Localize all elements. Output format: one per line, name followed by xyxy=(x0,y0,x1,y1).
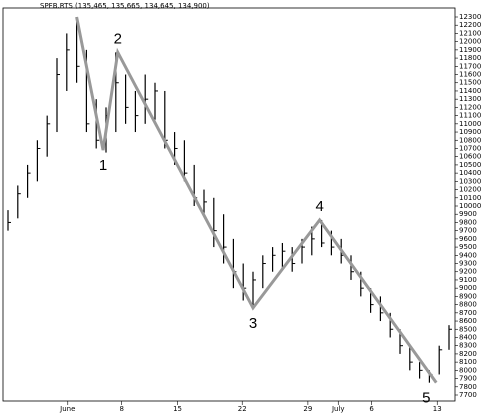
y-tick-label: 11100 xyxy=(459,112,481,120)
y-tick-label: 11700 xyxy=(459,62,481,70)
y-tick-label: 7900 xyxy=(459,375,477,383)
y-tick-label: 9100 xyxy=(459,276,477,284)
y-tick-label: 8600 xyxy=(459,317,477,325)
x-tick-label: 8 xyxy=(119,405,123,413)
y-tick-label: 10900 xyxy=(459,128,481,136)
y-tick-label: 8700 xyxy=(459,309,477,317)
y-tick-label: 11600 xyxy=(459,71,481,79)
y-tick-label: 11800 xyxy=(459,54,481,62)
y-tick-label: 8500 xyxy=(459,325,477,333)
y-tick-label: 10700 xyxy=(459,144,481,152)
wave-label: 2 xyxy=(114,30,122,47)
y-tick-label: 8200 xyxy=(459,350,477,358)
y-tick-label: 8800 xyxy=(459,301,477,309)
x-tick-label: June xyxy=(59,405,75,413)
y-tick-label: 9500 xyxy=(459,243,477,251)
chart-title: SPFB.RTS (135,465, 135,665, 134,645, 134… xyxy=(40,2,210,10)
y-tick-label: 11400 xyxy=(459,87,481,95)
x-tick-label: 29 xyxy=(303,405,312,413)
y-tick-label: 8300 xyxy=(459,342,477,350)
y-tick-label: 12300 xyxy=(459,13,481,21)
y-tick-label: 10500 xyxy=(459,161,481,169)
y-tick-label: 9900 xyxy=(459,210,477,218)
y-tick-label: 9400 xyxy=(459,251,477,259)
y-tick-label: 10300 xyxy=(459,177,481,185)
y-tick-label: 10200 xyxy=(459,186,481,194)
x-tick-label: 22 xyxy=(238,405,247,413)
wave-label: 3 xyxy=(249,315,257,332)
x-tick-label: 15 xyxy=(173,405,182,413)
y-tick-label: 10600 xyxy=(459,153,481,161)
wave-line xyxy=(75,16,438,384)
wave-label: 4 xyxy=(315,198,323,215)
y-tick-label: 8000 xyxy=(459,366,477,374)
y-tick-label: 10800 xyxy=(459,136,481,144)
y-tick-label: 11300 xyxy=(459,95,481,103)
y-tick-label: 10400 xyxy=(459,169,481,177)
wave-label: 1 xyxy=(99,157,107,174)
y-tick-label: 8400 xyxy=(459,333,477,341)
y-tick-label: 8900 xyxy=(459,292,477,300)
y-tick-label: 12000 xyxy=(459,38,481,46)
y-tick-label: 8100 xyxy=(459,358,477,366)
y-tick-label: 11000 xyxy=(459,120,481,128)
x-tick-label: 13 xyxy=(433,405,442,413)
y-tick-label: 9200 xyxy=(459,268,477,276)
y-tick-label: 9300 xyxy=(459,260,477,268)
y-tick-label: 7700 xyxy=(459,391,477,399)
y-tick-label: 9600 xyxy=(459,235,477,243)
y-tick-label: 11200 xyxy=(459,103,481,111)
y-tick-label: 9800 xyxy=(459,218,477,226)
y-tick-label: 10000 xyxy=(459,202,481,210)
y-tick-label: 7800 xyxy=(459,383,477,391)
x-tick-label: July xyxy=(331,405,345,413)
plot-frame xyxy=(2,7,456,402)
x-tick-label: 6 xyxy=(369,405,374,413)
y-tick-label: 11900 xyxy=(459,46,481,54)
y-tick-label: 10100 xyxy=(459,194,481,202)
y-tick-label: 12200 xyxy=(459,21,481,29)
y-tick-label: 9700 xyxy=(459,227,477,235)
y-tick-label: 12100 xyxy=(459,29,481,37)
y-tick-label: 11500 xyxy=(459,79,481,87)
wave-label: 5 xyxy=(422,390,430,407)
y-tick-label: 9000 xyxy=(459,284,477,292)
